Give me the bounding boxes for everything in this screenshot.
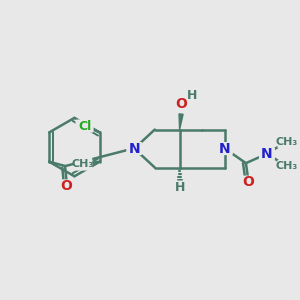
Text: CH₃: CH₃ xyxy=(276,161,298,171)
FancyBboxPatch shape xyxy=(259,147,275,161)
FancyBboxPatch shape xyxy=(126,142,142,155)
Text: H: H xyxy=(174,181,185,194)
FancyBboxPatch shape xyxy=(187,89,198,102)
Text: O: O xyxy=(242,175,254,189)
Text: H: H xyxy=(187,89,197,102)
FancyBboxPatch shape xyxy=(73,158,92,171)
FancyBboxPatch shape xyxy=(58,179,75,193)
Polygon shape xyxy=(179,114,183,130)
Text: CH₃: CH₃ xyxy=(276,136,298,146)
FancyBboxPatch shape xyxy=(76,119,94,133)
FancyBboxPatch shape xyxy=(174,97,188,110)
Text: O: O xyxy=(175,97,187,111)
FancyBboxPatch shape xyxy=(217,142,233,155)
FancyBboxPatch shape xyxy=(174,181,185,194)
Text: N: N xyxy=(261,147,273,161)
Text: Cl: Cl xyxy=(78,119,91,133)
FancyBboxPatch shape xyxy=(277,160,296,172)
FancyBboxPatch shape xyxy=(240,176,256,189)
Text: O: O xyxy=(61,179,73,193)
Text: N: N xyxy=(219,142,231,155)
Text: N: N xyxy=(128,142,140,155)
Text: CH₃: CH₃ xyxy=(72,159,94,169)
FancyBboxPatch shape xyxy=(277,135,296,148)
